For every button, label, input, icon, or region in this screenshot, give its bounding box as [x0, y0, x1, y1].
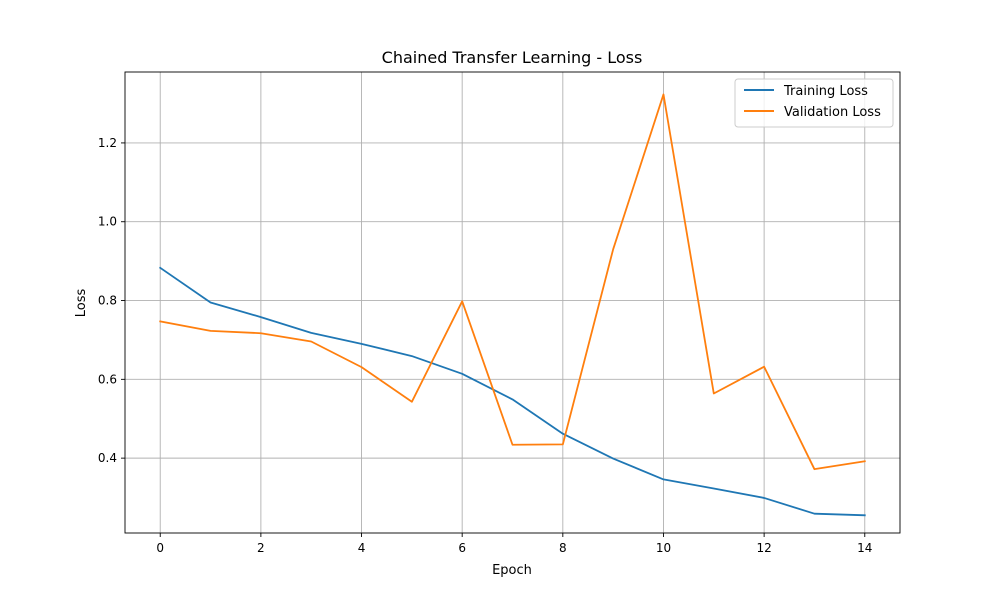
x-tick-label: 10 — [656, 541, 671, 555]
y-tick-label: 0.4 — [98, 451, 117, 465]
x-tick-label: 8 — [559, 541, 567, 555]
series-line-validation-loss — [159, 93, 866, 471]
x-tick-label: 14 — [857, 541, 872, 555]
x-tick-label: 12 — [756, 541, 771, 555]
y-tick-label: 1.0 — [98, 215, 117, 229]
y-axis-ticks: 0.4 0.6 0.8 1.0 1.2 — [98, 136, 125, 465]
legend-label-training: Training Loss — [783, 84, 868, 99]
y-tick-label: 1.2 — [98, 136, 117, 150]
legend-label-validation: Validation Loss — [784, 105, 881, 120]
legend-frame — [734, 78, 894, 128]
x-tick-label: 2 — [257, 541, 265, 555]
x-tick-label: 4 — [358, 541, 366, 555]
y-tick-label: 0.8 — [98, 294, 117, 308]
y-tick-label: 0.6 — [98, 372, 117, 386]
legend: Training Loss Validation Loss — [734, 78, 894, 128]
x-axis-label: Epoch — [492, 563, 532, 578]
series-lines — [158, 93, 866, 517]
y-axis-label: Loss — [74, 289, 89, 318]
x-tick-label: 0 — [156, 541, 164, 555]
series-line-training-loss — [158, 266, 866, 517]
grid — [125, 72, 900, 533]
plot-area-frame — [124, 71, 901, 534]
x-tick-label: 6 — [458, 541, 466, 555]
x-axis-ticks: 0 2 4 6 8 10 12 14 — [156, 533, 872, 555]
chart-title: Chained Transfer Learning - Loss — [382, 48, 643, 67]
